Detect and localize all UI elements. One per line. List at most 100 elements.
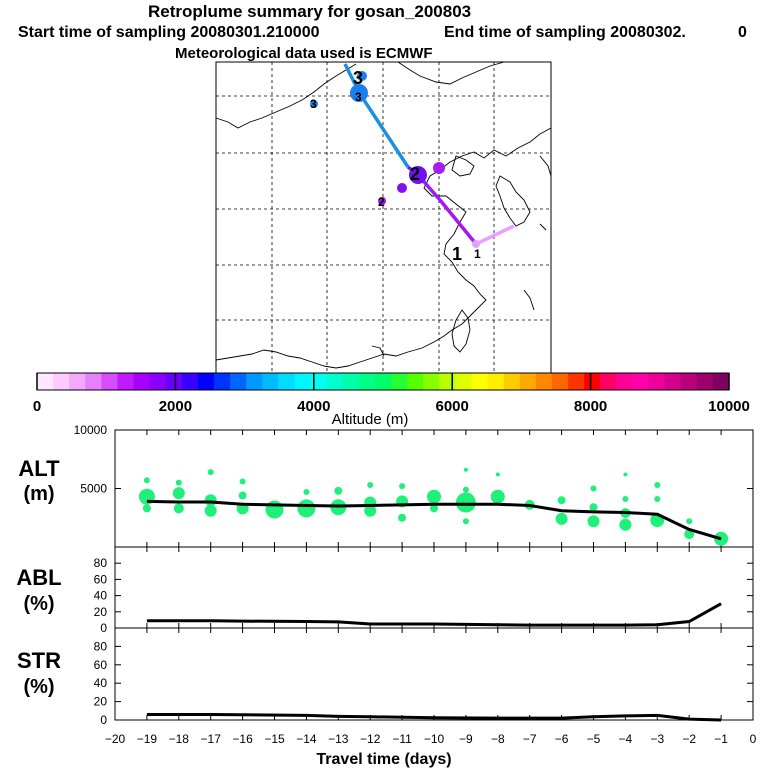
- altitude-point: [462, 518, 469, 525]
- x-tick-label: −20: [105, 732, 126, 746]
- altitude-point: [204, 504, 217, 517]
- chart-title: Retroplume summary for gosan_200803: [148, 2, 472, 21]
- colorbar-cell: [310, 373, 328, 390]
- cluster-3-minor: [310, 100, 318, 108]
- cluster-2-main: [409, 166, 427, 184]
- traj-label-3: 3: [355, 90, 362, 104]
- colorbar-cell: [149, 373, 167, 390]
- altitude-panel-line: [146, 499, 722, 541]
- altitude-point: [204, 494, 217, 507]
- y-tick-label: 80: [94, 639, 108, 653]
- colorbar-cell: [391, 373, 408, 390]
- altitude-point: [619, 518, 632, 531]
- colorbar-cell: [471, 373, 489, 390]
- traj-label-1: 1: [452, 244, 462, 264]
- altitude-point: [239, 478, 246, 485]
- colorbar-tick-label: 8000: [574, 398, 607, 415]
- altitude-point: [654, 496, 661, 503]
- colorbar-cell: [53, 373, 70, 390]
- colorbar-cell: [262, 373, 279, 390]
- panel-unit: (%): [23, 593, 54, 615]
- time-series-panels: 5000 10000 ALT(m) 0 20 40 60 80 ABL (%) 0 20 40 60 80 S…: [16, 423, 756, 768]
- altitude-colorbar: 0 2000 4000 6000 8000 10000 Altitude (m): [33, 372, 750, 428]
- colorbar-xlabel: Altitude (m): [332, 411, 409, 428]
- colorbar-cell: [342, 373, 360, 390]
- colorbar-cell: [696, 373, 714, 390]
- trajectory-path: [343, 63, 515, 246]
- y-tick-label: 10000: [74, 423, 108, 437]
- traj-label-1: 1: [474, 247, 481, 261]
- colorbar-cell: [664, 373, 682, 390]
- altitude-point: [462, 486, 469, 493]
- colorbar-cell: [69, 373, 86, 390]
- met-data-label: Meteorological data used is ECMWF: [175, 45, 433, 62]
- end-time-label: End time of sampling 20080302.: [444, 24, 686, 41]
- y-tick-label: 20: [94, 695, 108, 709]
- colorbar-cell: [133, 373, 151, 390]
- altitude-point: [686, 518, 693, 525]
- x-tick-label: −2: [682, 732, 696, 746]
- x-tick-label: −18: [169, 732, 190, 746]
- altitude-point: [207, 469, 214, 476]
- colorbar-tick-label: 4000: [297, 398, 330, 415]
- map-gridlines: [216, 62, 551, 373]
- x-tick-label: 0: [750, 732, 757, 746]
- x-tick-label: −3: [650, 732, 664, 746]
- cluster-3-main: [350, 84, 368, 102]
- altitude-point: [490, 489, 505, 504]
- x-tick-label: −8: [491, 732, 505, 746]
- panel-label: ABL: [16, 565, 61, 590]
- altitude-point: [173, 503, 184, 514]
- x-tick-label: −19: [137, 732, 158, 746]
- colorbar-cell: [37, 373, 54, 390]
- altitude-point: [238, 491, 247, 500]
- colorbar-cell: [584, 373, 601, 390]
- colorbar-cell: [632, 373, 650, 390]
- x-tick-label: −11: [392, 732, 412, 746]
- panel-label: ALT: [18, 456, 60, 481]
- colorbar-tick-label: 2000: [159, 398, 192, 415]
- colorbar-cell: [600, 373, 617, 390]
- colorbar-cell: [230, 373, 247, 390]
- colorbar-cell: [568, 373, 585, 390]
- x-tick-label: −1: [714, 732, 728, 746]
- colorbar-cell: [519, 373, 537, 390]
- colorbar-cell: [455, 373, 473, 390]
- x-tick-label: −9: [459, 732, 473, 746]
- y-tick-label: 40: [94, 589, 108, 603]
- trajectory-labels: 1 1 2 2 3 3 3: [310, 68, 481, 264]
- x-tick-label: −17: [201, 732, 222, 746]
- abl-panel-line: [146, 602, 722, 627]
- altitude-point: [367, 481, 374, 488]
- x-tick-label: −14: [296, 732, 317, 746]
- altitude-point: [455, 492, 476, 513]
- x-tick-label: −5: [587, 732, 601, 746]
- altitude-point: [175, 479, 182, 486]
- end-time-value: 0: [738, 24, 747, 41]
- colorbar-cell: [117, 373, 135, 390]
- altitude-point: [590, 485, 597, 492]
- trajectory-map: 1 1 2 2 3 3 3: [215, 61, 552, 374]
- panel-unit: (%): [23, 676, 54, 698]
- coastlines: [215, 61, 552, 369]
- colorbar-tick-label: 0: [33, 398, 41, 415]
- colorbar-cell: [535, 373, 553, 390]
- panel-unit: (m): [23, 483, 54, 505]
- altitude-point: [622, 496, 629, 503]
- colorbar-cell: [246, 373, 263, 390]
- colorbar-tick-label: 10000: [708, 398, 750, 415]
- colorbar-cell: [439, 373, 456, 390]
- x-tick-label: −10: [424, 732, 445, 746]
- panel-frame: [114, 627, 754, 721]
- altitude-point: [142, 504, 151, 513]
- x-tick-label: −6: [555, 732, 569, 746]
- colorbar-cell: [374, 373, 392, 390]
- colorbar-cell: [85, 373, 102, 390]
- colorbar-cell: [487, 373, 505, 390]
- altitude-point: [555, 512, 568, 525]
- altitude-point: [143, 477, 150, 484]
- colorbar-cell: [358, 373, 376, 390]
- panel-frame: [114, 429, 754, 548]
- colorbar-cell: [407, 373, 424, 390]
